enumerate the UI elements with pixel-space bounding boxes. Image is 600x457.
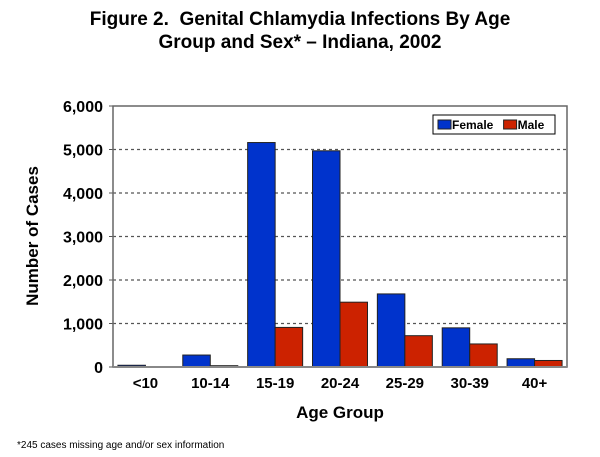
legend: Female Male [432,114,556,135]
legend-swatch-female [437,119,452,130]
x-tick-label: 40+ [522,375,548,392]
y-tick-label: 3,000 [63,230,103,247]
bar-female [441,327,471,368]
x-axis-label: Age Group [296,403,384,422]
y-tick-label: 6,000 [63,99,103,116]
chart-title: Figure 2. Genital Chlamydia Infections B… [0,8,600,54]
x-tick-label: 30-39 [451,375,489,392]
bar-male [339,301,368,368]
legend-label-female: Female [452,118,494,132]
y-tick-label: 2,000 [63,273,103,290]
x-tick-labels: <10 10-14 15-19 20-24 25-29 30-39 40+ [133,375,548,392]
gridlines [113,148,567,325]
bars [117,142,563,368]
bar-female [506,358,536,368]
y-tick-labels: 0 1,000 2,000 3,000 4,000 5,000 6,000 [63,99,103,377]
x-tick-label: 10-14 [191,375,230,392]
bar-male [469,343,498,368]
bar-female [182,354,211,368]
legend-box [432,114,556,135]
x-tick-label: 25-29 [386,375,424,392]
x-tick-label: <10 [133,375,158,392]
chart-title-line-1: Figure 2. Genital Chlamydia Infections B… [89,9,511,30]
footnote: *245 cases missing age and/or sex inform… [17,440,225,451]
y-axis-label: Number of Cases [23,166,42,306]
y-tick-label: 0 [94,360,103,377]
legend-swatch-male [503,119,518,130]
y-tick-label: 4,000 [63,186,103,203]
axes [109,105,568,368]
y-tick-label: 5,000 [63,143,103,160]
bar-male [404,335,433,368]
chart-title-line-2: Group and Sex* – Indiana, 2002 [158,32,442,53]
x-tick-label: 20-24 [321,375,360,392]
bar-female [376,293,406,368]
y-tick-label: 1,000 [63,317,103,334]
legend-label-male: Male [518,118,545,132]
bar-female [247,142,276,368]
bar-male [274,326,304,368]
bar-female [312,150,341,368]
x-tick-label: 15-19 [256,375,294,392]
